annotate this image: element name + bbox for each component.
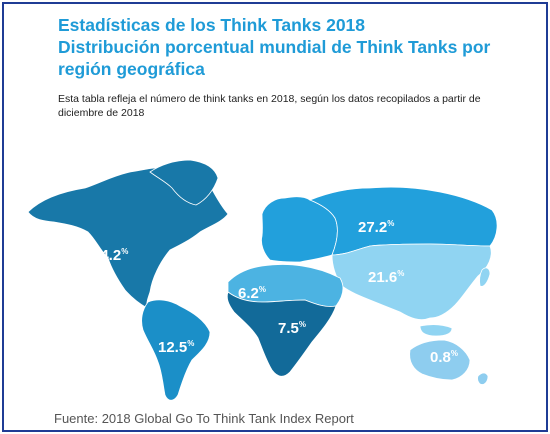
data-label-north-america: 24.2% xyxy=(92,247,128,264)
page-title: Estadísticas de los Think Tanks 2018 Dis… xyxy=(58,14,490,80)
region-asia-japan xyxy=(479,267,491,287)
region-sub-saharan-africa xyxy=(226,291,337,377)
region-asia-indonesia xyxy=(419,324,453,337)
data-label-asia: 21.6% xyxy=(368,269,404,286)
region-oceania xyxy=(409,339,471,381)
region-south-america xyxy=(141,299,211,401)
data-label-south-america: 12.5% xyxy=(158,339,194,356)
title-line-2: Distribución porcentual mundial de Think… xyxy=(58,37,491,57)
region-oceania-nz xyxy=(477,372,489,385)
source-note: Fuente: 2018 Global Go To Think Tank Ind… xyxy=(54,411,354,426)
data-label-europe: 27.2% xyxy=(358,219,394,236)
title-line-1: Estadísticas de los Think Tanks 2018 xyxy=(58,15,366,35)
region-north-america xyxy=(27,167,229,309)
region-asia xyxy=(331,243,492,320)
region-greenland xyxy=(149,159,219,206)
description-text: Esta tabla refleja el número de think ta… xyxy=(58,93,481,119)
title-line-3: región geográfica xyxy=(58,59,205,79)
